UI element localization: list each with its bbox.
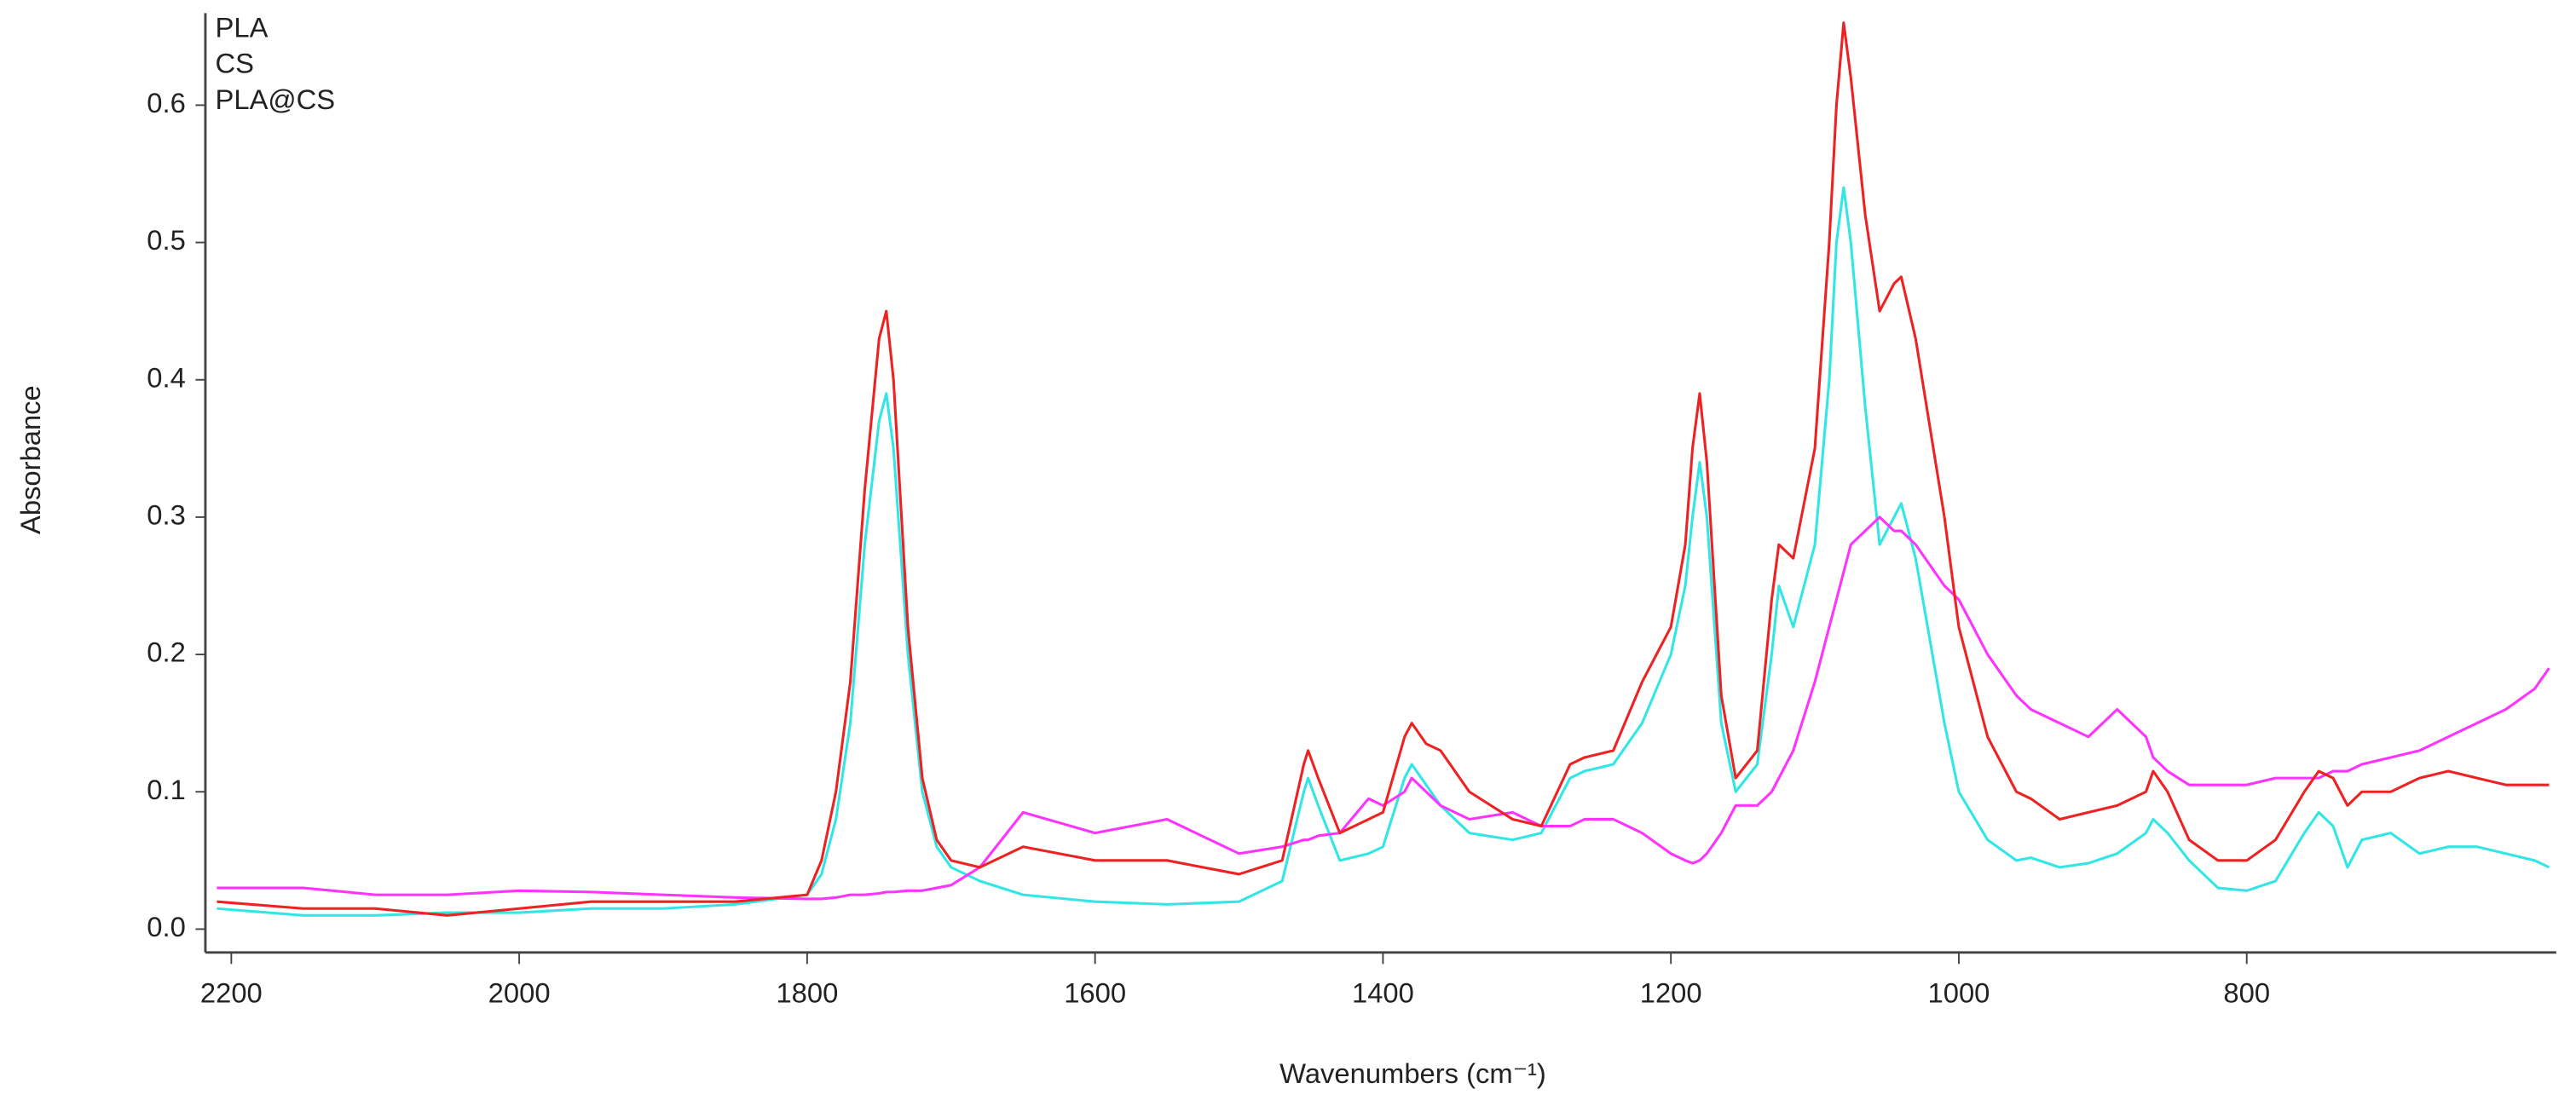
legend-entry: CS [216, 48, 254, 79]
y-tick-label: 0.2 [147, 637, 186, 668]
y-tick-label: 0.4 [147, 361, 186, 393]
x-tick-label: 800 [2223, 977, 2270, 1009]
x-tick-label: 1800 [776, 977, 838, 1009]
y-tick-label: 0.0 [147, 911, 186, 942]
legend-entry: PLA@CS [216, 84, 336, 115]
legend-entry: PLA [216, 11, 269, 43]
x-tick-label: 1600 [1064, 977, 1126, 1009]
x-tick-label: 2200 [200, 977, 263, 1009]
y-tick-label: 0.5 [147, 224, 186, 256]
x-tick-label: 1400 [1352, 977, 1414, 1009]
y-tick-label: 0.3 [147, 499, 186, 531]
series-line [217, 21, 2550, 917]
series-line [217, 186, 2550, 917]
y-tick-label: 0.1 [147, 774, 186, 805]
x-tick-label: 1000 [1928, 977, 1990, 1009]
series-line [217, 516, 2550, 901]
x-axis-label: Wavenumbers (cm⁻¹) [1279, 1057, 1546, 1089]
x-tick-label: 1200 [1640, 977, 1702, 1009]
x-tick-label: 2000 [488, 977, 551, 1009]
y-tick-label: 0.6 [147, 87, 186, 118]
y-axis-label: Absorbance [14, 385, 46, 534]
